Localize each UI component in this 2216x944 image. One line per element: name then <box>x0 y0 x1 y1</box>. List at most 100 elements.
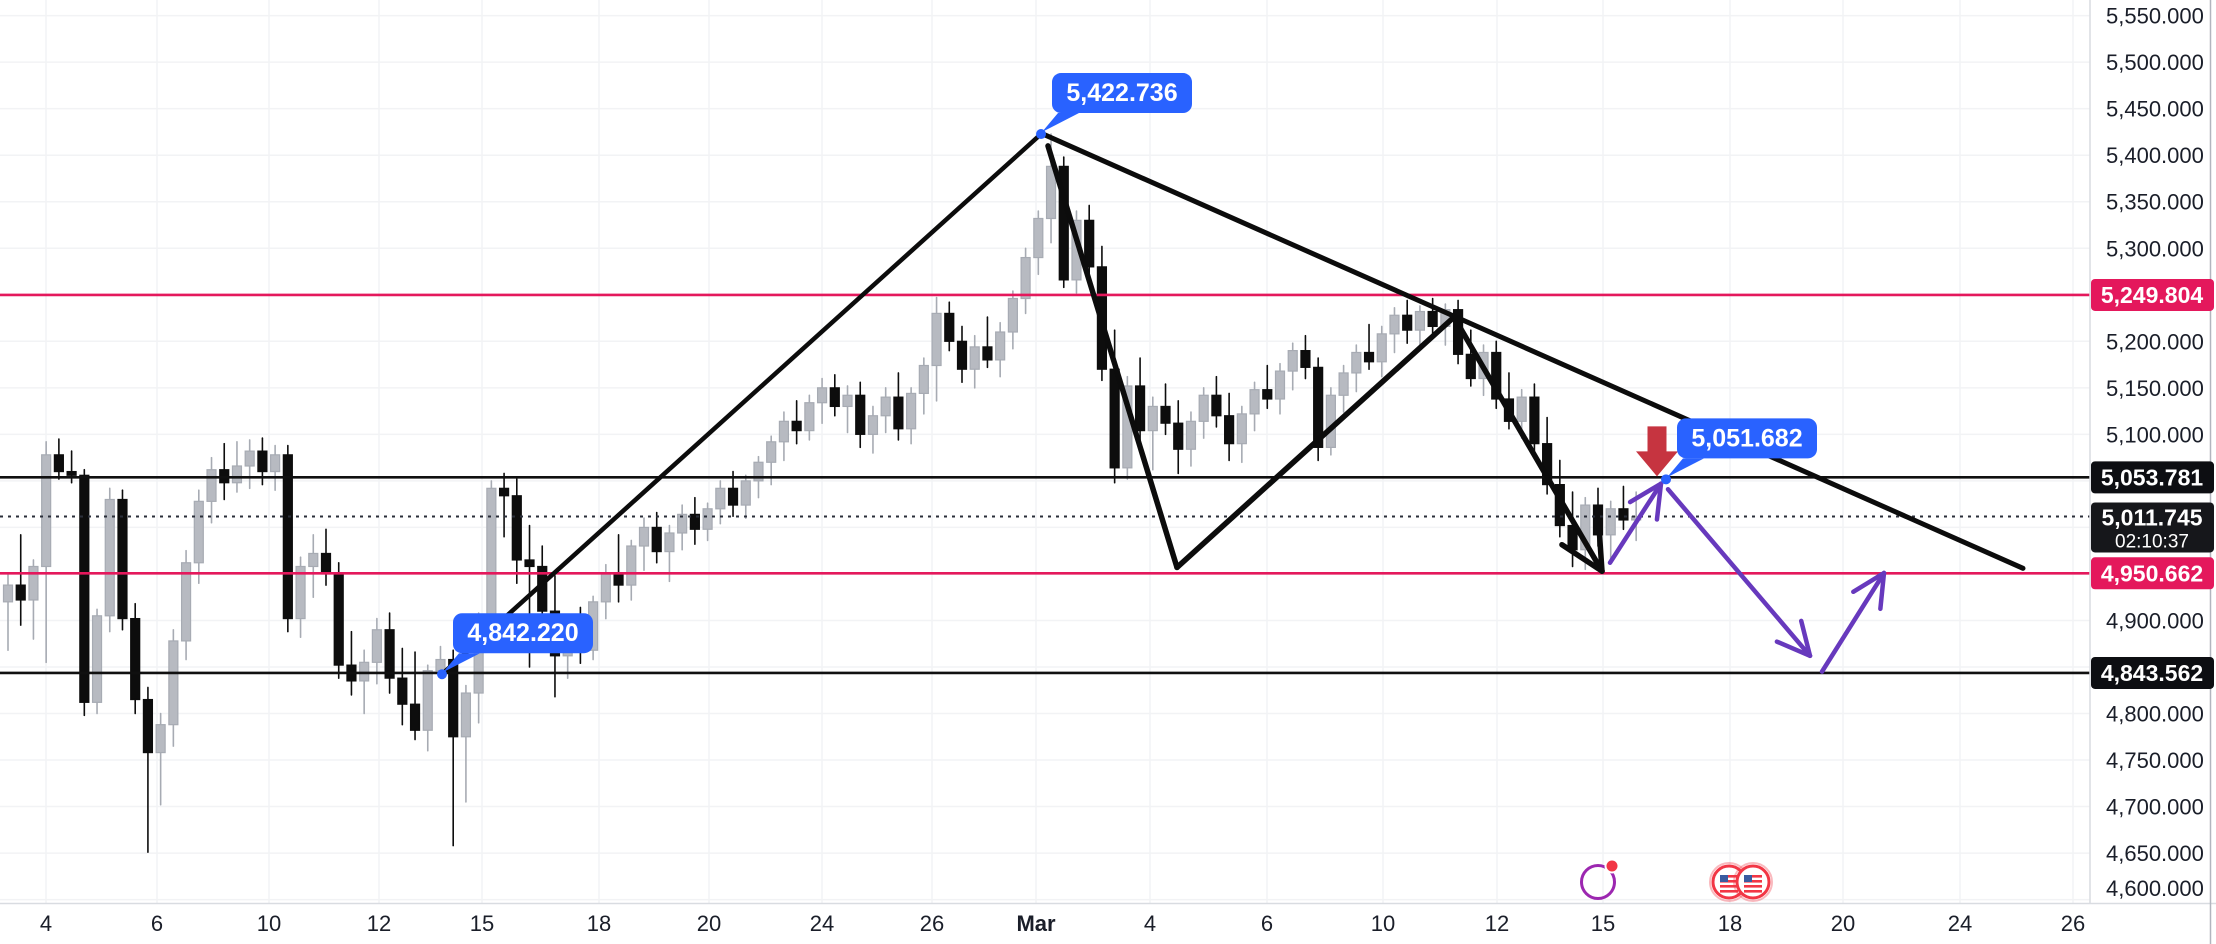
candle <box>1033 210 1044 276</box>
candle <box>1249 381 1260 432</box>
time-axis-label: 26 <box>920 911 944 936</box>
anchor-dot <box>437 669 447 680</box>
candle <box>1262 364 1273 410</box>
candle <box>969 334 980 389</box>
flash-event-icon[interactable] <box>1580 858 1620 900</box>
candle <box>1020 247 1031 315</box>
candle <box>168 628 179 747</box>
candle <box>142 686 154 853</box>
time-axis-label: 24 <box>1948 911 1972 936</box>
candle <box>1351 344 1362 393</box>
candle <box>1300 334 1311 380</box>
candle <box>1058 156 1069 289</box>
time-axis-label: 18 <box>587 911 611 936</box>
candle <box>15 534 26 626</box>
descending-trendline[interactable] <box>1040 131 2026 571</box>
candle <box>409 651 421 741</box>
price-axis-label: 4,900.000 <box>2106 608 2204 633</box>
price-callout[interactable]: 4,842.220 <box>437 613 593 680</box>
time-axis-label: 12 <box>367 911 391 936</box>
time-axis-label: 6 <box>1261 911 1273 936</box>
us-flags-event-icon[interactable] <box>1709 862 1773 902</box>
price-axis-label: 4,800.000 <box>2106 702 2204 727</box>
price-axis-badge[interactable]: 5,053.781 <box>2091 461 2214 494</box>
candle <box>1185 411 1197 467</box>
candle <box>79 468 90 717</box>
candle <box>130 602 141 715</box>
candle <box>320 528 332 586</box>
projection-arrow[interactable] <box>1607 481 1664 566</box>
candle <box>867 405 879 454</box>
candle <box>295 556 306 639</box>
time-axis-label: 20 <box>697 911 721 936</box>
price-axis-label: 5,550.000 <box>2106 4 2204 29</box>
candle <box>1465 329 1476 387</box>
svg-text:4,843.562: 4,843.562 <box>2101 660 2203 686</box>
candle <box>1363 323 1375 371</box>
candle <box>1605 500 1616 564</box>
candle <box>1173 400 1184 475</box>
candle <box>2 573 14 652</box>
price-callout[interactable]: 5,051.682 <box>1661 418 1817 485</box>
candle <box>397 647 408 726</box>
candle <box>1274 362 1286 415</box>
red-down-arrow-marker[interactable] <box>1636 426 1678 477</box>
candle <box>422 664 433 752</box>
candle <box>359 649 370 715</box>
price-axis-badge[interactable]: 4,950.662 <box>2091 557 2214 590</box>
svg-text:4,842.220: 4,842.220 <box>467 619 578 647</box>
price-level-lines[interactable] <box>0 293 2096 675</box>
time-axis-label: 4 <box>40 911 52 936</box>
trendline-drawings[interactable] <box>439 131 2026 677</box>
time-axis[interactable] <box>0 904 2216 944</box>
candle <box>1414 305 1426 348</box>
candle <box>791 400 802 445</box>
candle <box>931 296 942 402</box>
candle <box>28 559 39 640</box>
candle <box>460 684 472 803</box>
candle <box>918 357 929 415</box>
event-icons[interactable] <box>1580 858 1773 902</box>
candle <box>1147 396 1158 471</box>
projection-arrow[interactable] <box>1665 487 1813 659</box>
candle <box>448 649 459 847</box>
candle <box>1338 364 1349 413</box>
time-axis-label: 26 <box>2061 911 2085 936</box>
svg-text:5,053.781: 5,053.781 <box>2101 464 2204 490</box>
candle <box>613 534 624 603</box>
svg-text:5,051.682: 5,051.682 <box>1691 424 1802 452</box>
candle <box>689 496 700 545</box>
price-callout[interactable]: 5,422.736 <box>1036 73 1192 140</box>
candle <box>511 478 522 585</box>
candle <box>104 487 115 633</box>
time-axis-label: 15 <box>1591 911 1615 936</box>
price-axis-badge[interactable]: 4,843.562 <box>2091 656 2214 689</box>
candle <box>906 387 917 445</box>
candle <box>829 374 840 417</box>
axis-price-badges[interactable]: 5,249.804 5,053.781 4,950.662 4,843.562 5,01… <box>2091 278 2214 689</box>
anchor-dot <box>1036 129 1046 140</box>
price-axis-label: 5,450.000 <box>2106 97 2204 122</box>
candle <box>219 442 230 501</box>
candle <box>333 561 344 679</box>
candle <box>1211 375 1222 428</box>
zigzag-projection[interactable] <box>1045 143 1605 574</box>
price-axis-badge[interactable]: 5,249.804 <box>2091 278 2214 311</box>
price-axis-label: 4,650.000 <box>2106 841 2204 866</box>
candle <box>740 474 751 519</box>
candle <box>855 381 866 449</box>
price-axis-label: 5,150.000 <box>2106 376 2204 401</box>
price-callouts[interactable]: 5,422.736 4,842.220 5,051.682 <box>437 73 1817 680</box>
candle <box>1402 299 1413 344</box>
gridlines <box>0 0 2095 904</box>
candle <box>956 325 968 384</box>
candle <box>498 472 510 538</box>
svg-text:5,422.736: 5,422.736 <box>1066 79 1177 107</box>
projection-arrow[interactable] <box>1819 570 1887 674</box>
candle <box>778 411 790 462</box>
rising-trendline[interactable] <box>439 131 1044 677</box>
candle <box>651 511 662 564</box>
